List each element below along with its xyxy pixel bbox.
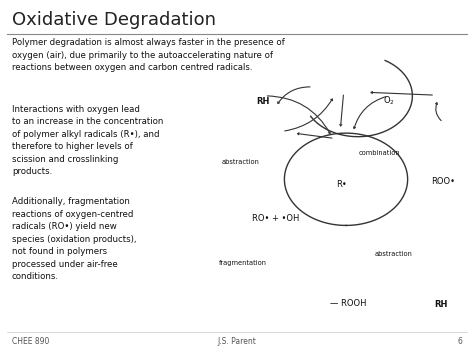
Text: Oxidative Degradation: Oxidative Degradation (12, 11, 216, 28)
Text: Interactions with oxygen lead
to an increase in the concentration
of polymer alk: Interactions with oxygen lead to an incr… (12, 105, 163, 176)
Text: Polymer degradation is almost always faster in the presence of
oxygen (air), due: Polymer degradation is almost always fas… (12, 38, 284, 72)
Text: combination: combination (358, 150, 400, 155)
Text: abstraction: abstraction (374, 251, 412, 257)
Text: ROO•: ROO• (431, 176, 455, 186)
Text: RH: RH (256, 97, 270, 106)
Text: 6: 6 (457, 337, 462, 346)
Text: RH: RH (434, 300, 447, 309)
Text: CHEE 890: CHEE 890 (12, 337, 49, 346)
Text: — ROOH: — ROOH (330, 299, 367, 308)
Text: RO• + •OH: RO• + •OH (252, 214, 300, 223)
Text: Additionally, fragmentation
reactions of oxygen-centred
radicals (RO•) yield new: Additionally, fragmentation reactions of… (12, 197, 137, 281)
Text: J.S. Parent: J.S. Parent (218, 337, 256, 346)
Text: fragmentation: fragmentation (219, 260, 267, 266)
Text: R•: R• (336, 180, 346, 189)
Text: O$_2$: O$_2$ (383, 95, 394, 108)
Text: abstraction: abstraction (222, 159, 260, 164)
